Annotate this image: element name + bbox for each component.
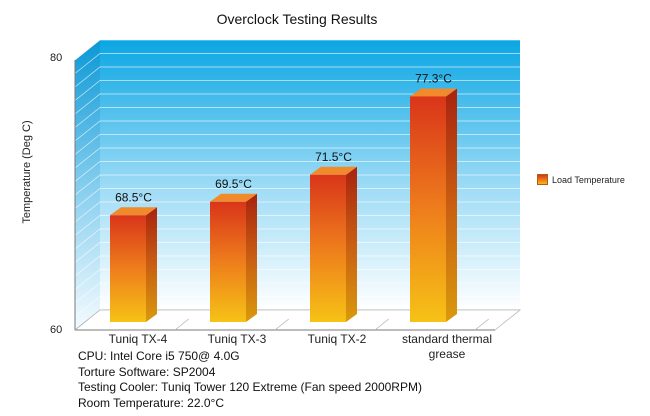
- y-axis-label: Temperature (Deg C): [21, 120, 33, 224]
- bar-top: [210, 193, 257, 202]
- gridline: [74, 174, 520, 196]
- bar-side: [446, 88, 457, 322]
- gridline: [74, 66, 520, 88]
- x-tick-mark: [174, 318, 189, 331]
- bar-side: [146, 207, 157, 322]
- bar-top: [110, 207, 157, 216]
- x-tick-label: standard thermal grease: [401, 332, 493, 361]
- bar-top: [410, 88, 457, 97]
- gridline: [74, 296, 520, 317]
- gridline: [74, 215, 520, 236]
- gridline: [74, 255, 520, 277]
- x-tick-label: Tuniq TX-4: [108, 332, 168, 346]
- data-label: 71.5°C: [315, 150, 352, 164]
- bar: [310, 174, 346, 322]
- data-label: 69.5°C: [215, 177, 252, 191]
- chart-title: Overclock Testing Results: [216, 11, 378, 27]
- x-tick-mark: [74, 318, 89, 331]
- x-tick-mark: [474, 318, 489, 331]
- x-tick-mark: [374, 318, 389, 331]
- gridline: [74, 80, 520, 101]
- legend-label: Load Temperature: [552, 174, 625, 185]
- x-tick-label: Tuniq TX-2: [307, 332, 367, 346]
- note-line: CPU: Intel Core i5 750@ 4.0G: [78, 349, 240, 363]
- note-line: Testing Cooler: Tuniq Tower 120 Extreme …: [78, 380, 422, 394]
- note-line: Room Temperature: 22.0°C: [78, 395, 224, 410]
- gridline: [74, 39, 520, 61]
- data-label: 68.5°C: [115, 190, 152, 204]
- test-notes: CPU: Intel Core i5 750@ 4.0G Torture Sof…: [78, 349, 422, 411]
- x-tick-label: Tuniq TX-3: [207, 332, 267, 346]
- bar: [110, 215, 146, 322]
- gridline: [74, 93, 520, 115]
- x-tick-mark: [274, 318, 289, 331]
- gridline: [74, 269, 520, 290]
- bar: [410, 96, 446, 322]
- gridline: [74, 120, 520, 142]
- gridline: [74, 188, 520, 209]
- gridline: [74, 134, 520, 155]
- data-label: 77.3°C: [415, 71, 452, 85]
- gridline: [74, 161, 520, 182]
- gridline: [74, 147, 520, 169]
- gridline: [74, 53, 520, 74]
- note-line: Torture Software: SP2004: [78, 364, 216, 379]
- gridline: [74, 201, 520, 223]
- bar-top: [310, 166, 357, 175]
- gridline: [74, 282, 520, 304]
- bar: [210, 201, 246, 322]
- legend-swatch: [537, 174, 548, 185]
- legend: Load Temperature: [537, 174, 625, 185]
- gridline: [74, 228, 520, 250]
- gridline: [74, 107, 520, 128]
- gridline: [74, 242, 520, 263]
- bar-side: [246, 193, 257, 322]
- y-tick-label-60: 60: [50, 324, 63, 336]
- y-tick-label-80: 80: [50, 52, 63, 64]
- bar-side: [346, 166, 357, 322]
